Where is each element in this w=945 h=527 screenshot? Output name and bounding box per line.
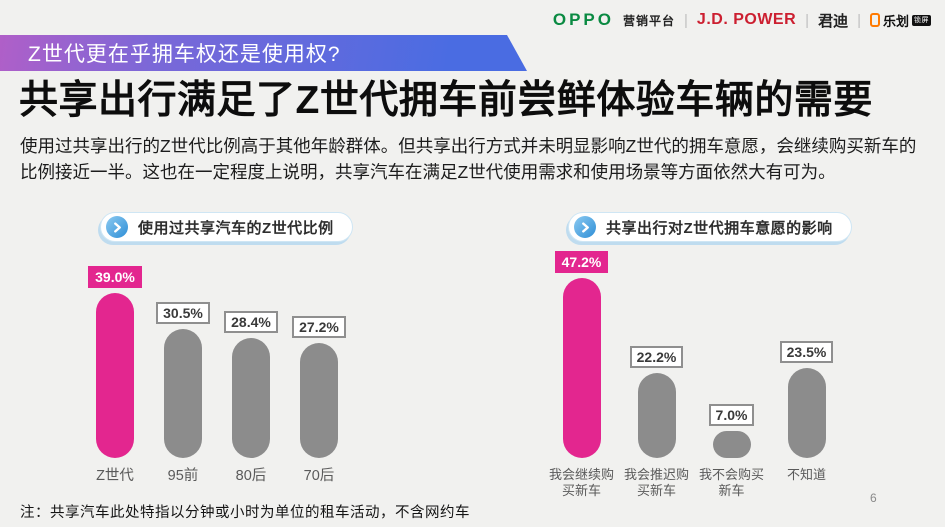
bar — [562, 278, 601, 458]
bar-stack: 30.5% — [149, 250, 217, 458]
bar-stack: 47.2% — [544, 250, 619, 458]
bar-stack: 23.5% — [769, 250, 844, 458]
bar — [300, 343, 338, 458]
bar — [637, 373, 676, 458]
logo-divider: | — [684, 11, 688, 29]
category-label: 70后 — [303, 468, 335, 484]
bar-stack: 7.0% — [694, 250, 769, 458]
bar-stack: 39.0% — [81, 250, 149, 458]
bar-column: 23.5% 不知道 — [769, 250, 844, 500]
bar-stack: 22.2% — [619, 250, 694, 458]
value-label: 7.0% — [708, 404, 755, 426]
bar-column: 39.0% Z世代 — [81, 250, 149, 485]
jundi-logo: 君迪 — [818, 12, 849, 30]
category-label: 不知道 — [786, 467, 826, 482]
logo-divider: | — [805, 11, 810, 29]
lehua-label: 乐划 — [882, 13, 909, 29]
page-title: 共享出行满足了Z世代拥车前尝鲜体验车辆的需要 — [19, 79, 873, 122]
bar — [232, 338, 270, 458]
category-label: 95前 — [167, 468, 199, 484]
page-number: 6 — [870, 491, 877, 505]
logo-bar: OPPO 营销平台 | J.D. POWER | 君迪 | 乐划 锁屏 — [553, 8, 931, 32]
oppo-logo: OPPO — [552, 10, 614, 29]
value-label: 47.2% — [554, 251, 609, 273]
bar-stack: 28.4% — [217, 250, 285, 458]
category-label: 80后 — [235, 468, 267, 484]
category-label: 我会继续购 买新车 — [548, 467, 614, 499]
bar-column: 7.0% 我不会购买 新车 — [694, 250, 769, 500]
bar — [96, 293, 134, 458]
bar-column: 30.5% 95前 — [149, 250, 217, 485]
bar-column: 27.2% 70后 — [285, 250, 353, 485]
category-label: Z世代 — [96, 468, 134, 484]
value-label: 27.2% — [292, 316, 346, 338]
bar-stack: 27.2% — [285, 250, 353, 458]
value-label: 22.2% — [629, 346, 684, 368]
value-label: 23.5% — [779, 341, 834, 363]
bar-column: 47.2% 我会继续购 买新车 — [544, 250, 619, 500]
chevron-right-icon — [574, 216, 596, 238]
bar — [712, 431, 751, 458]
section-banner: Z世代更在乎拥车权还是使用权? — [0, 35, 527, 71]
bar — [787, 368, 826, 458]
banner-text: Z世代更在乎拥车权还是使用权? — [28, 43, 341, 66]
bar-column: 28.4% 80后 — [217, 250, 285, 485]
body-paragraph: 使用过共享出行的Z世代比例高于其他年龄群体。但共享出行方式并未明显影响Z世代的拥… — [20, 136, 917, 182]
bar-chart-shared-car-usage: 39.0% Z世代 30.5% 95前 28.4% 80后 27.2% 70后 — [81, 250, 353, 485]
lehua-frame-icon — [869, 13, 880, 27]
bar-column: 22.2% 我会推迟购 买新车 — [619, 250, 694, 500]
lehua-logo: 乐划 锁屏 — [869, 11, 931, 30]
lehua-badge: 锁屏 — [912, 14, 931, 26]
category-label: 我不会购买 新车 — [698, 467, 764, 499]
chart-title: 共享出行对Z世代拥车意愿的影响 — [606, 219, 833, 237]
chevron-right-icon — [106, 216, 128, 238]
bar — [164, 329, 202, 458]
chart-title: 使用过共享汽车的Z世代比例 — [138, 219, 334, 237]
value-label: 30.5% — [156, 302, 210, 324]
logo-divider: | — [857, 11, 861, 29]
chart-header-left: 使用过共享汽车的Z世代比例 — [100, 212, 353, 242]
value-label: 28.4% — [224, 311, 278, 333]
footnote: 注：共享汽车此处特指以分钟或小时为单位的租车活动，不含网约车 — [20, 505, 470, 521]
bar-chart-ownership-intent: 47.2% 我会继续购 买新车 22.2% 我会推迟购 买新车 7.0% 我不会购买 新车 23.… — [544, 250, 844, 500]
jd-power-logo: J.D. POWER — [696, 11, 797, 28]
category-label: 我会推迟购 买新车 — [623, 467, 689, 499]
oppo-platform-label: 营销平台 — [623, 13, 676, 28]
value-label: 39.0% — [88, 266, 142, 288]
chart-header-right: 共享出行对Z世代拥车意愿的影响 — [568, 212, 852, 242]
